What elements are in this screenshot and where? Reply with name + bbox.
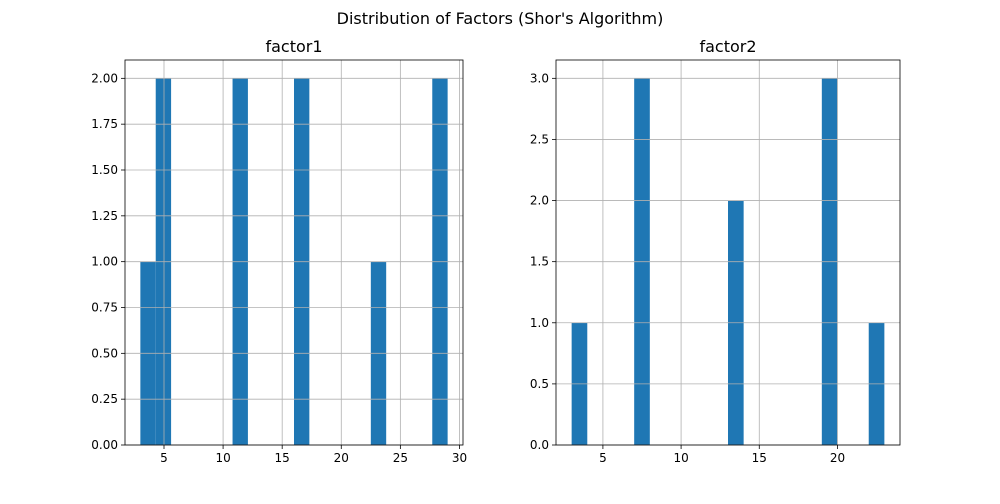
factor2-axes-frame <box>555 59 901 446</box>
factor2-x-tick-label-1: 10 <box>673 451 688 465</box>
factor1-x-tick-label-4: 25 <box>393 451 408 465</box>
factor2-x-tick-label-2: 15 <box>752 451 767 465</box>
factor1-y-tick-label-8: 2.00 <box>91 71 118 85</box>
factor2-y-tick-label-4: 2.0 <box>530 194 549 208</box>
factor1-title: factor1 <box>265 37 322 56</box>
factor2-y-tick-label-1: 0.5 <box>530 377 549 391</box>
factor2-x-tick-label-3: 20 <box>830 451 845 465</box>
factor2-y-tick-label-5: 2.5 <box>530 132 549 146</box>
factor2-histogram: 5 10 15 20 0.0 0.5 1.0 1.5 2.0 2.5 3.0 factor2 <box>530 37 901 465</box>
factor1-y-tick-label-2: 0.50 <box>91 346 118 360</box>
factor2-y-tick-label-6: 3.0 <box>530 71 549 85</box>
factor1-x-tick-label-0: 5 <box>160 451 168 465</box>
factor2-y-tick-label-3: 1.5 <box>530 255 549 269</box>
factor1-y-tick-label-5: 1.25 <box>91 209 118 223</box>
factor1-x-tick-label-5: 30 <box>452 451 467 465</box>
factor1-y-tick-label-3: 0.75 <box>91 301 118 315</box>
factor1-x-tick-label-3: 20 <box>334 451 349 465</box>
factor2-x-tick-label-0: 5 <box>599 451 607 465</box>
factor1-y-tick-label-6: 1.50 <box>91 163 118 177</box>
factor2-y-tick-label-2: 1.0 <box>530 316 549 330</box>
figure-suptitle: Distribution of Factors (Shor's Algorith… <box>337 9 664 28</box>
factor2-title: factor2 <box>699 37 756 56</box>
factor1-y-tick-label-7: 1.75 <box>91 117 118 131</box>
factor1-axes-frame <box>124 59 464 446</box>
factor1-histogram: 5 10 15 20 25 30 0.00 0.25 0.50 0.75 1.00 1.25 1.50 1… <box>91 37 467 465</box>
factor1-y-tick-label-0: 0.00 <box>91 438 118 452</box>
factor1-y-tick-label-1: 0.25 <box>91 392 118 406</box>
factor1-y-tick-label-4: 1.00 <box>91 255 118 269</box>
factor1-x-tick-label-1: 10 <box>215 451 230 465</box>
factor2-y-tick-label-0: 0.0 <box>530 438 549 452</box>
factor1-x-tick-label-2: 15 <box>275 451 290 465</box>
